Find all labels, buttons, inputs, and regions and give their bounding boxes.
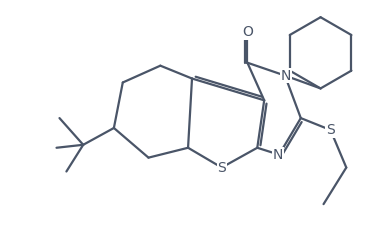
Text: N: N bbox=[281, 69, 291, 83]
Text: S: S bbox=[217, 161, 226, 175]
Text: S: S bbox=[326, 123, 335, 137]
Text: O: O bbox=[242, 25, 253, 39]
Text: N: N bbox=[273, 148, 283, 162]
